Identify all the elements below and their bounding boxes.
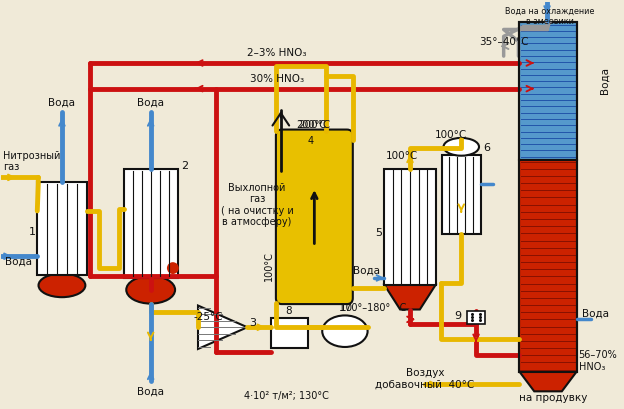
Bar [384, 169, 436, 285]
Text: 100°C: 100°C [386, 150, 418, 160]
Text: Вода на охлаждение
в змеевики: Вода на охлаждение в змеевики [505, 7, 595, 26]
Text: 4·10² т/м²; 130°C: 4·10² т/м²; 130°C [245, 390, 329, 400]
Text: 5: 5 [376, 227, 383, 237]
Text: 200°C: 200°C [296, 119, 326, 129]
Bar [467, 311, 485, 324]
Polygon shape [384, 285, 436, 310]
FancyBboxPatch shape [276, 130, 353, 304]
Bar [519, 160, 577, 372]
Text: 56–70%
HNO₃: 56–70% HNO₃ [578, 349, 617, 371]
Text: 1: 1 [29, 226, 36, 236]
Text: Выхлопной
газ
( на очистку и
в атмосферу): Выхлопной газ ( на очистку и в атмосферу… [221, 182, 293, 227]
Text: 9: 9 [454, 310, 462, 321]
Ellipse shape [322, 316, 368, 347]
Ellipse shape [39, 274, 85, 297]
Text: Вода: Вода [582, 308, 608, 318]
Text: Вода: Вода [599, 66, 609, 93]
Text: добавочный  40°C: добавочный 40°C [375, 378, 474, 389]
Text: Нитрозный
газ: Нитрозный газ [2, 151, 60, 172]
Polygon shape [198, 306, 247, 349]
Text: Вода: Вода [353, 265, 380, 275]
Text: Вода: Вода [49, 97, 76, 107]
Text: 2–3% HNO₃: 2–3% HNO₃ [247, 48, 306, 58]
Text: 30% HNO₃: 30% HNO₃ [250, 74, 304, 83]
Text: 2: 2 [181, 160, 188, 170]
Text: 10: 10 [340, 303, 353, 313]
Polygon shape [519, 372, 577, 391]
Text: Вода: Вода [137, 97, 164, 107]
Text: 6: 6 [483, 142, 490, 153]
Text: 100°C: 100°C [436, 130, 467, 139]
Ellipse shape [167, 263, 178, 274]
Bar [442, 155, 481, 234]
Text: 8: 8 [285, 306, 291, 316]
Bar [519, 22, 577, 160]
Text: 170°–180°   C: 170°–180° C [339, 302, 406, 312]
Text: -25°C: -25°C [193, 312, 223, 321]
Bar [37, 182, 87, 276]
Ellipse shape [444, 139, 479, 156]
Bar [271, 319, 308, 348]
Text: 3: 3 [249, 317, 256, 328]
Bar [519, 22, 577, 372]
Ellipse shape [126, 276, 175, 304]
Bar [124, 170, 178, 278]
Text: 100°C: 100°C [264, 250, 274, 280]
Text: 4: 4 [308, 136, 313, 146]
Text: 200°C: 200°C [298, 119, 331, 129]
Text: 35°–40°C: 35°–40°C [479, 37, 529, 47]
Text: Вода: Вода [137, 385, 164, 396]
Text: Вода: Вода [6, 256, 32, 265]
Text: на продувку: на продувку [519, 392, 587, 402]
Text: Воздух: Воздух [406, 367, 444, 377]
